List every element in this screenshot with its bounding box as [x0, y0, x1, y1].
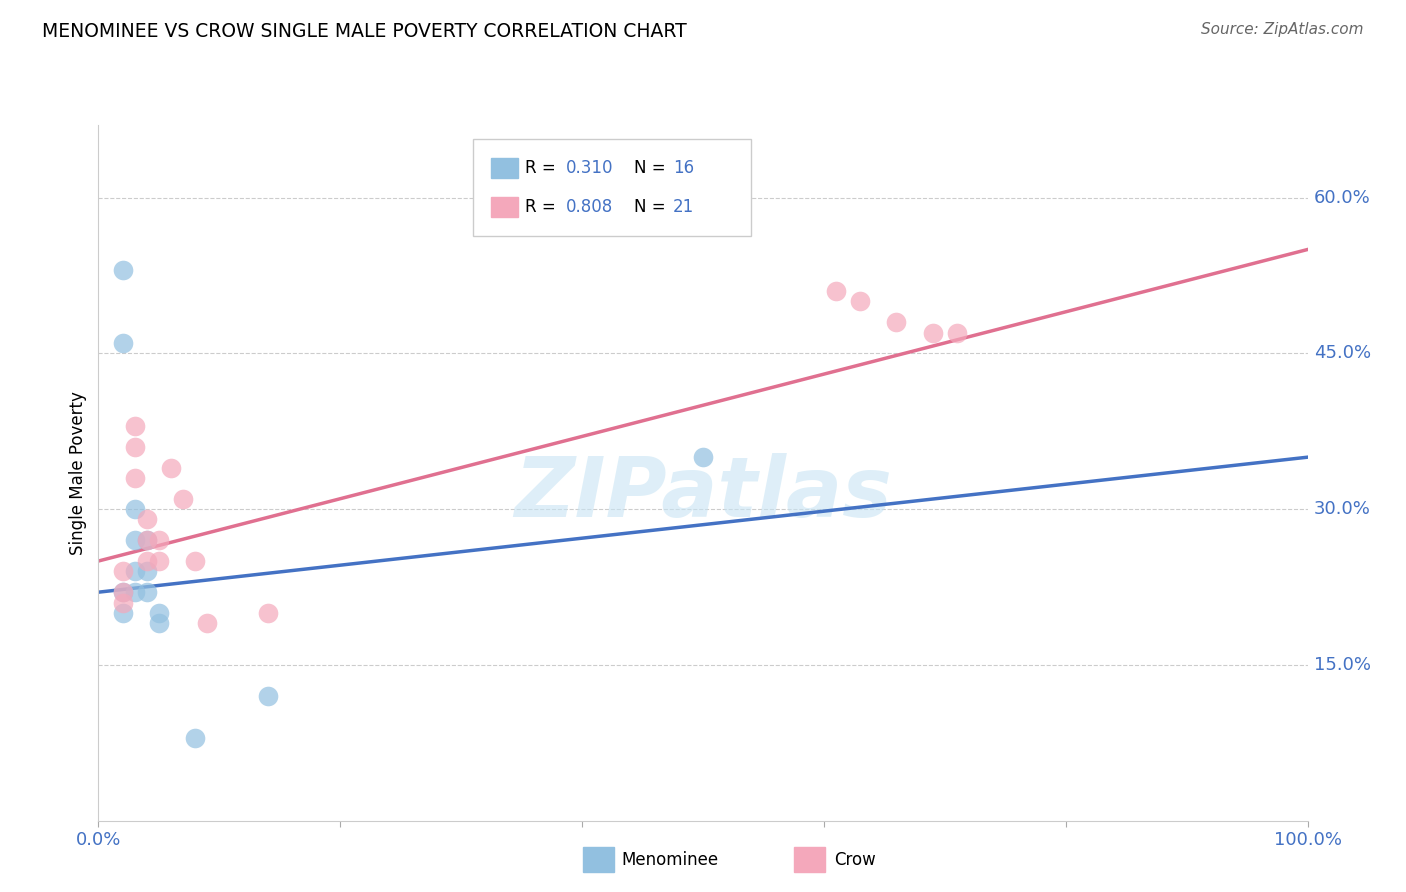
FancyBboxPatch shape: [492, 158, 517, 178]
Text: 60.0%: 60.0%: [1313, 188, 1371, 207]
Point: [184, 731, 207, 745]
Point: [172, 491, 194, 506]
Y-axis label: Single Male Poverty: Single Male Poverty: [69, 391, 87, 555]
Point: [124, 585, 146, 599]
FancyBboxPatch shape: [492, 197, 517, 218]
Point: [111, 335, 134, 350]
Point: [148, 554, 170, 568]
Point: [148, 606, 170, 620]
Point: [256, 689, 278, 703]
Text: R =: R =: [526, 159, 561, 177]
Text: Crow: Crow: [834, 851, 876, 869]
Point: [111, 585, 134, 599]
Point: [135, 512, 157, 526]
Point: [148, 616, 170, 631]
Point: [111, 606, 134, 620]
Text: MENOMINEE VS CROW SINGLE MALE POVERTY CORRELATION CHART: MENOMINEE VS CROW SINGLE MALE POVERTY CO…: [42, 22, 688, 41]
Point: [124, 419, 146, 434]
Point: [111, 263, 134, 277]
Point: [825, 284, 848, 298]
FancyBboxPatch shape: [474, 139, 751, 236]
Point: [135, 533, 157, 548]
Point: [124, 440, 146, 454]
Point: [160, 460, 183, 475]
Text: N =: N =: [634, 159, 671, 177]
Text: Menominee: Menominee: [621, 851, 718, 869]
Point: [111, 585, 134, 599]
Point: [921, 326, 943, 340]
Point: [184, 554, 207, 568]
Text: Source: ZipAtlas.com: Source: ZipAtlas.com: [1201, 22, 1364, 37]
Point: [195, 616, 218, 631]
Point: [135, 533, 157, 548]
Point: [111, 596, 134, 610]
Point: [111, 565, 134, 579]
Point: [849, 294, 872, 309]
Point: [256, 606, 278, 620]
Point: [886, 315, 908, 329]
Text: 21: 21: [672, 198, 695, 217]
Text: 0.310: 0.310: [567, 159, 614, 177]
Text: 45.0%: 45.0%: [1313, 344, 1371, 362]
Point: [135, 565, 157, 579]
Point: [124, 471, 146, 485]
Text: 16: 16: [672, 159, 695, 177]
Point: [124, 533, 146, 548]
Text: N =: N =: [634, 198, 671, 217]
Point: [135, 554, 157, 568]
Point: [124, 502, 146, 516]
Text: R =: R =: [526, 198, 561, 217]
Point: [946, 326, 969, 340]
Text: 15.0%: 15.0%: [1313, 656, 1371, 673]
Point: [148, 533, 170, 548]
Point: [135, 585, 157, 599]
Text: ZIPatlas: ZIPatlas: [515, 453, 891, 534]
Text: 0.808: 0.808: [567, 198, 613, 217]
Point: [124, 565, 146, 579]
Point: [692, 450, 714, 465]
Text: 30.0%: 30.0%: [1313, 500, 1371, 518]
